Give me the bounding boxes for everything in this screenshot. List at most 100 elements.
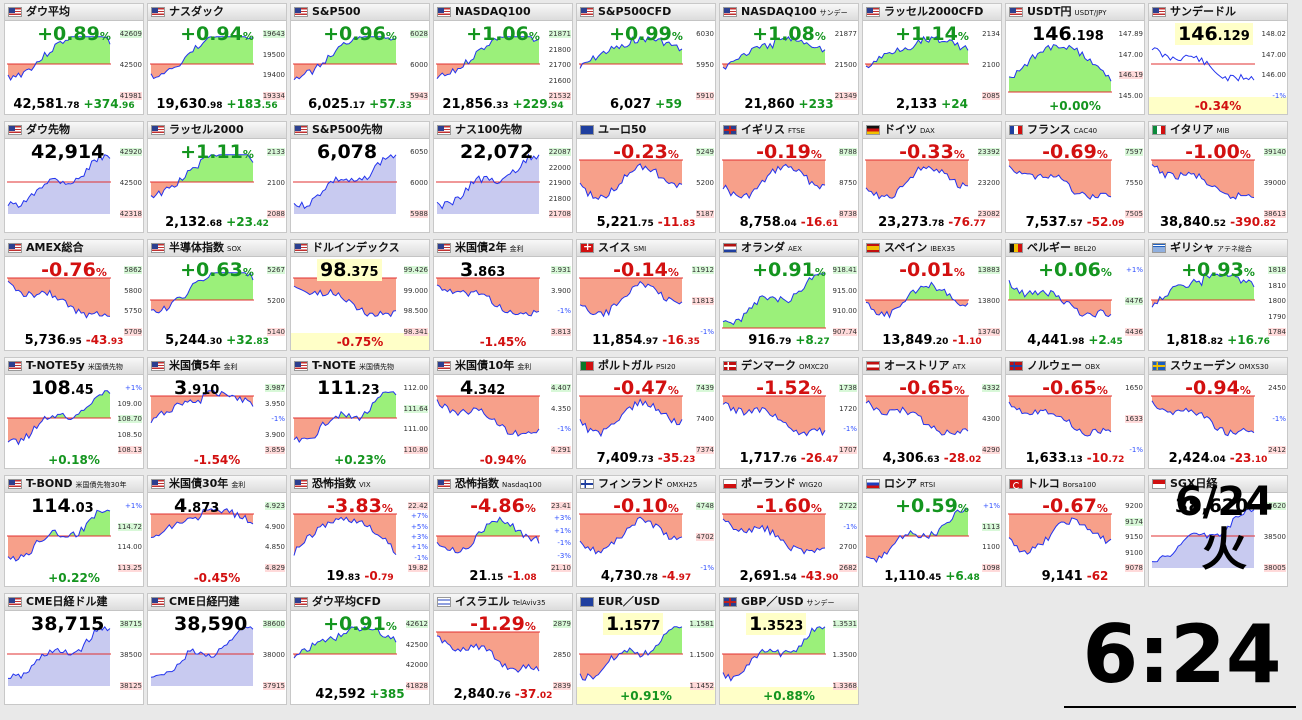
axis-labels: 5249 5200 5187 [681, 148, 715, 218]
change-footer: +0.88% [720, 688, 858, 703]
tile-subtitle: DAX [920, 127, 935, 135]
market-tile[interactable]: デンマーク OMXC20 1738 1720 -1% 1707 -1.52% 1,717.76… [719, 357, 859, 469]
market-tile[interactable]: SGX日経 38620 38500 38005 38,620 [1148, 475, 1288, 587]
market-tile[interactable]: ポーランド WIG20 2722 -1% 2700 2682 -1.60% 2,691.54-… [719, 475, 859, 587]
area-fill [580, 278, 682, 317]
price-footer: 21.15 -1.08 [434, 568, 572, 585]
market-tile[interactable]: ダウ平均CFD 42612 42500 42000 41828 +0.91% 42,592 +… [290, 593, 430, 705]
market-tile[interactable]: 米国債5年 金利 3.987 3.950 -1% 3.900 3.859 3.910 -1.54… [147, 357, 287, 469]
tile-title: イスラエル TelAviv35 [455, 595, 546, 610]
market-tile[interactable]: フィンランド OMXH25 4748 4702 -1% -0.10% 4,730.78 -4.… [576, 475, 716, 587]
market-tile[interactable]: 恐怖指数 Nasdaq100 23.41 +3% +1% -1% -3% 21.10 -4.86… [433, 475, 573, 587]
footer-change-percent: +0.00% [1049, 99, 1101, 113]
tile-header: スペイン IBEX35 [863, 240, 1001, 257]
market-tile[interactable]: オランダ AEX 918.41 915.00 910.00 907.74 +0.91% 916… [719, 239, 859, 351]
level-decimals: .03 [70, 501, 94, 516]
market-tile[interactable]: S&P500 6028 6000 5943 +0.96% 6,025.17 +57.33 [290, 3, 430, 115]
market-tile[interactable]: オーストリア ATX 4332 4300 4290 -0.65% 4,306.63 -28.0… [862, 357, 1002, 469]
market-tile[interactable]: EUR／USD 1.1581 1.1500 1.1452 1.1577 +0.91% [576, 593, 716, 705]
tile-title-text: CME日経ドル建 [26, 595, 108, 608]
price-decimals: .75 [637, 219, 654, 229]
market-tile[interactable]: トルコ Borsa100 9200 9174 9150 9100 9078 -0.67% 9,1… [1005, 475, 1145, 587]
market-tile[interactable]: USDT円 USDT/JPY 147.89 147.00 146.19 145.00 146… [1005, 3, 1145, 115]
flag-icon [8, 361, 22, 371]
market-tile[interactable]: 米国債2年 金利 3.931 3.900 -1% 3.813 3.863 -1.45% [433, 239, 573, 351]
market-tile[interactable]: ラッセル2000 2133 2100 2088 +1.11% 2,132.68 +23.42 [147, 121, 287, 233]
area-fill [723, 514, 825, 554]
market-tile[interactable]: T-NOTE5y 米国債先物 +1% 109.00 108.70 108.50 108.13… [4, 357, 144, 469]
level-decimals: .375 [346, 265, 379, 280]
sparkline-chart [722, 513, 826, 555]
delta-value: -11 [657, 215, 680, 229]
market-tile[interactable]: ナスダック 19643 19500 19400 19334 +0.94% 19,630.98… [147, 3, 287, 115]
tile-header: イタリア MIB [1149, 122, 1287, 139]
market-tile[interactable]: 米国債10年 金利 4.407 4.350 -1% 4.291 4.342 -0.94% [433, 357, 573, 469]
flag-icon [1152, 361, 1166, 371]
price-footer: 8,758.04 -16.61 [720, 214, 858, 231]
market-tile[interactable]: 恐怖指数 VIX 22.42 +7% +5% +3% +1% -1% 19.82 -3.83% 19… [290, 475, 430, 587]
axis-tick-label: 5709 [124, 328, 142, 336]
market-tile[interactable]: 米国債30年 金利 4.923 4.900 4.850 4.829 4.873 -0.45% [147, 475, 287, 587]
price-decimals: .52 [1210, 219, 1227, 229]
market-tile[interactable]: フランス CAC40 7597 7550 7505 -0.69% 7,537.57 -52.0… [1005, 121, 1145, 233]
tile-title: 米国債5年 金利 [169, 359, 238, 374]
tile-title-text: ラッセル2000 [169, 123, 244, 136]
area-down [8, 64, 110, 80]
market-tile[interactable]: T-NOTE 米国債先物 112.00 111.64 111.00 110.80 111.2… [290, 357, 430, 469]
clock-underline [1064, 706, 1296, 708]
market-tile[interactable]: ナス100先物 22087 22000 21900 21800 21708 22,072 [433, 121, 573, 233]
change-percent: +0.99% [577, 23, 715, 48]
market-tile[interactable]: CME日経ドル建 38715 38500 38125 38,715 [4, 593, 144, 705]
flag-icon [1152, 243, 1166, 253]
axis-tick-label: 42318 [119, 210, 142, 218]
flag-icon [8, 125, 22, 135]
tile-title-text: NASDAQ100 [455, 5, 531, 18]
sparkline-chart [150, 271, 254, 314]
sparkline-chart [7, 36, 111, 82]
market-tile[interactable]: ラッセル2000CFD 2134 2100 2085 +1.14% 2,133 +24 [862, 3, 1002, 115]
tile-title-text: デンマーク [741, 359, 796, 372]
change-percent: -0.47% [577, 377, 715, 402]
flag-icon [437, 243, 451, 253]
market-tile[interactable]: ギリシャ アテネ総合 1818 1810 1800 1790 1784 +0.93% 1,818… [1148, 239, 1288, 351]
footer-change-percent: -1.54% [193, 453, 241, 467]
percent-sign: % [957, 30, 969, 43]
tile-title-text: 米国債2年 [455, 241, 507, 254]
market-tile[interactable]: AMEX総合 5862 5800 5750 5709 -0.76% 5,736.95 -43.… [4, 239, 144, 351]
market-tile[interactable]: ベルギー BEL20 +1% 4476 4436 +0.06% 4,441.98 +2.45 [1005, 239, 1145, 351]
market-tile[interactable]: イタリア MIB 39140 39000 38613 -1.00% 38,840.52 -39… [1148, 121, 1288, 233]
market-tile[interactable]: NASDAQ100 21871 21800 21700 21600 21532 +1.06%… [433, 3, 573, 115]
market-tile[interactable]: T-BOND 米国債先物30年 +1% 114.72 114.00 113.25 114.0… [4, 475, 144, 587]
market-tile[interactable]: ドルインデックス 99.426 99.000 98.500 98.341 98.375 -0… [290, 239, 430, 351]
market-tile[interactable]: ダウ平均 42609 42500 41981 +0.89% 42,581.78 +374.9… [4, 3, 144, 115]
market-tile[interactable]: S&P500CFD 6030 5950 5910 +0.99% 6,027 +59 [576, 3, 716, 115]
market-tile[interactable]: ポルトガル PSI20 7439 7400 7374 -0.47% 7,409.73 -35.… [576, 357, 716, 469]
market-tile[interactable]: サンデードル 148.02 147.00 146.00 -1% 146.129 -0.34% [1148, 3, 1288, 115]
market-tile[interactable]: ユーロ50 5249 5200 5187 -0.23% 5,221.75 -11.83 [576, 121, 716, 233]
market-tile[interactable]: GBP／USD サンデー 1.3531 1.3500 1.3368 1.3523 +0.88… [719, 593, 859, 705]
axis-tick-label: 918.41 [832, 266, 857, 274]
market-tile[interactable]: ダウ先物 42920 42500 42318 42,914 [4, 121, 144, 233]
market-tile[interactable]: S&P500先物 6050 6000 5988 6,078 [290, 121, 430, 233]
market-tile[interactable]: NASDAQ100 サンデー 21877 21500 21349 +1.08% 21,860… [719, 3, 859, 115]
market-tile[interactable]: 半導体指数 SOX 5267 5200 5140 +0.63% 5,244.30 +32.83 [147, 239, 287, 351]
market-tile[interactable]: イスラエル TelAviv35 2879 2850 2839 -1.29% 2,840.76… [433, 593, 573, 705]
axis-tick-label: 39140 [1263, 148, 1286, 156]
price-footer: 916.79 +8.27 [720, 332, 858, 349]
tile-title: ポルトガル PSI20 [598, 359, 676, 374]
market-tile[interactable]: スペイン IBEX35 13883 13800 13740 -0.01% 13,849.20… [862, 239, 1002, 351]
market-tile[interactable]: ノルウェー OBX 1650 1633 -1% -0.65% 1,633.13 -10.72 [1005, 357, 1145, 469]
axis-labels: 13883 13800 13740 [967, 266, 1001, 336]
price-decimals: .63 [923, 455, 940, 465]
level-value: 4.873 [174, 495, 219, 520]
market-tile[interactable]: イギリス FTSE 8788 8750 8738 -0.19% 8,758.04 -16.61 [719, 121, 859, 233]
area-up [866, 36, 968, 64]
market-tile[interactable]: スウェーデン OMXS30 2450 -1% 2412 -0.94% 2,424.04 -23… [1148, 357, 1288, 469]
market-tile[interactable]: ロシア RTSI +1% 1113 1100 1098 +0.59% 1,110.45 +6.4… [862, 475, 1002, 587]
tile-subtitle: IBEX35 [930, 245, 956, 253]
percent-sign: % [1239, 384, 1251, 397]
market-tile[interactable]: CME日経円建 38600 38000 37915 38,590 [147, 593, 287, 705]
market-tile[interactable]: ドイツ DAX 23392 23200 23082 -0.33% 23,273.78 -76.… [862, 121, 1002, 233]
area-down [151, 182, 253, 198]
